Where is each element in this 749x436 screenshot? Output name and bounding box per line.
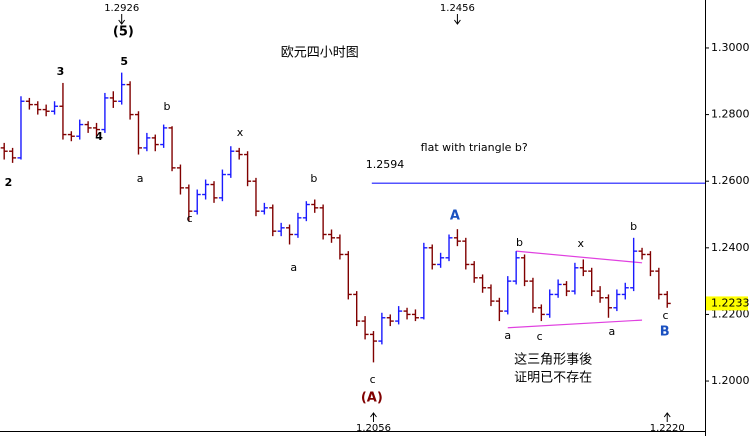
annotation: 5 xyxy=(120,55,128,68)
arrow-head xyxy=(118,19,126,25)
annotation: x xyxy=(578,237,585,250)
arrow-head xyxy=(663,412,671,418)
annotation: x xyxy=(237,126,244,139)
arrow-head xyxy=(370,412,377,418)
annotation: 3 xyxy=(57,65,65,78)
annotation: 证明已不存在 xyxy=(514,371,592,386)
annotation: B xyxy=(660,325,670,340)
annotation: (A) xyxy=(361,391,383,406)
annotation: b xyxy=(164,100,171,113)
annotation: 这三角形事後 xyxy=(514,352,592,368)
level-label: 1.2594 xyxy=(366,158,405,171)
annotation: b xyxy=(516,236,523,249)
y-tick-label: 1.3000 xyxy=(711,41,749,54)
arrow-head xyxy=(454,19,461,25)
annotation: 欧元四小时图 xyxy=(281,45,359,60)
y-tick-label: 1.2000 xyxy=(711,374,749,387)
trendline xyxy=(516,250,643,264)
y-tick-label: 1.2400 xyxy=(711,241,749,254)
y-tick-label: 1.2200 xyxy=(711,307,749,320)
annotation: c xyxy=(370,373,376,386)
price-marker-label: 1.2456 xyxy=(440,3,475,14)
annotation: a xyxy=(504,329,511,342)
y-tick-label: 1.2600 xyxy=(711,174,749,187)
price-marker-label: 1.2220 xyxy=(650,423,685,434)
annotation: 4 xyxy=(95,130,103,143)
annotation: (5) xyxy=(113,24,134,39)
annotation: A xyxy=(450,209,460,224)
annotation: 2 xyxy=(5,176,13,189)
price-marker-label: 1.2056 xyxy=(356,423,391,434)
price-marker-label: 1.2926 xyxy=(104,3,139,14)
annotation: flat with triangle b? xyxy=(421,141,528,154)
annotation: c xyxy=(187,212,193,225)
annotation: c xyxy=(537,330,543,343)
last-price-label: 1.2233 xyxy=(711,296,749,309)
annotation: b xyxy=(310,172,317,185)
last-price-box xyxy=(706,296,748,311)
annotation: a xyxy=(608,325,615,338)
annotation: c xyxy=(663,309,669,322)
y-tick-label: 1.2800 xyxy=(711,108,749,121)
annotation: a xyxy=(137,172,144,185)
annotation: a xyxy=(290,261,297,274)
annotation: b xyxy=(630,220,637,233)
trendline xyxy=(507,319,643,329)
